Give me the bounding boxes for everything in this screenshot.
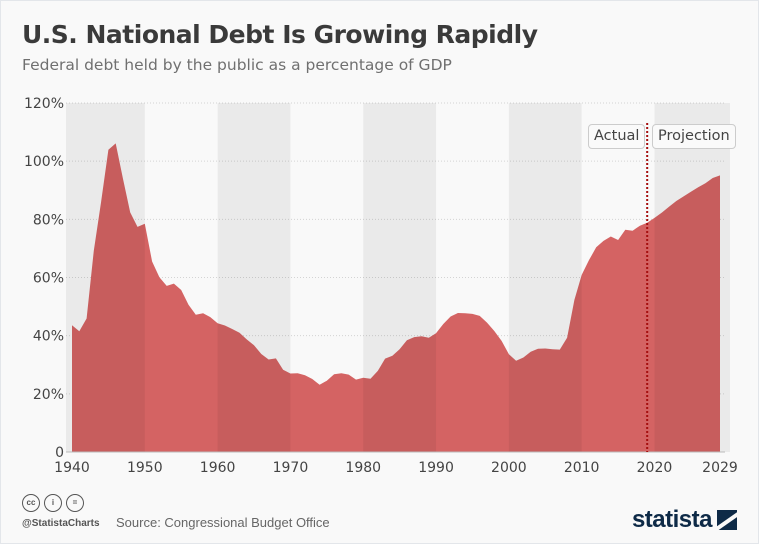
debt-area (72, 143, 720, 452)
projection-label: Projection (652, 124, 736, 149)
chart-subtitle: Federal debt held by the public as a per… (22, 56, 452, 74)
x-tick-label: 1980 (345, 460, 381, 476)
x-tick-label: 1960 (200, 460, 236, 476)
y-tick-label: 100% (24, 154, 64, 170)
x-tick-label: 2000 (491, 460, 527, 476)
actual-label: Actual (588, 124, 646, 149)
source-text: Source: Congressional Budget Office (116, 515, 330, 530)
logo-text: statista (631, 506, 713, 533)
y-tick-label: 0 (55, 445, 64, 461)
statista-logo-icon (717, 510, 737, 530)
y-tick-label: 60% (33, 271, 64, 287)
x-tick-label: 1990 (418, 460, 454, 476)
x-tick-label: 1970 (273, 460, 309, 476)
x-tick-label: 2010 (564, 460, 600, 476)
x-tick-label: 1950 (127, 460, 163, 476)
no-derivatives-icon: = (66, 494, 84, 512)
attribution-icon: i (44, 494, 62, 512)
cc-icon: cc (22, 494, 40, 512)
decade-band (654, 103, 730, 452)
decade-band (66, 103, 145, 452)
decade-band (508, 103, 582, 452)
y-tick-label: 40% (33, 329, 64, 345)
y-tick-label: 20% (33, 387, 64, 403)
decade-band (363, 103, 437, 452)
chart-title: U.S. National Debt Is Growing Rapidly (22, 20, 538, 49)
x-tick-label: 2020 (637, 460, 673, 476)
x-tick-label: 2029 (702, 460, 738, 476)
statista-logo[interactable]: statista (632, 506, 737, 534)
decade-band (217, 103, 291, 452)
y-tick-label: 80% (33, 212, 64, 228)
y-tick-label: 120% (24, 96, 64, 112)
statista-handle[interactable]: @StatistaCharts (22, 518, 100, 529)
x-tick-label: 1940 (54, 460, 90, 476)
